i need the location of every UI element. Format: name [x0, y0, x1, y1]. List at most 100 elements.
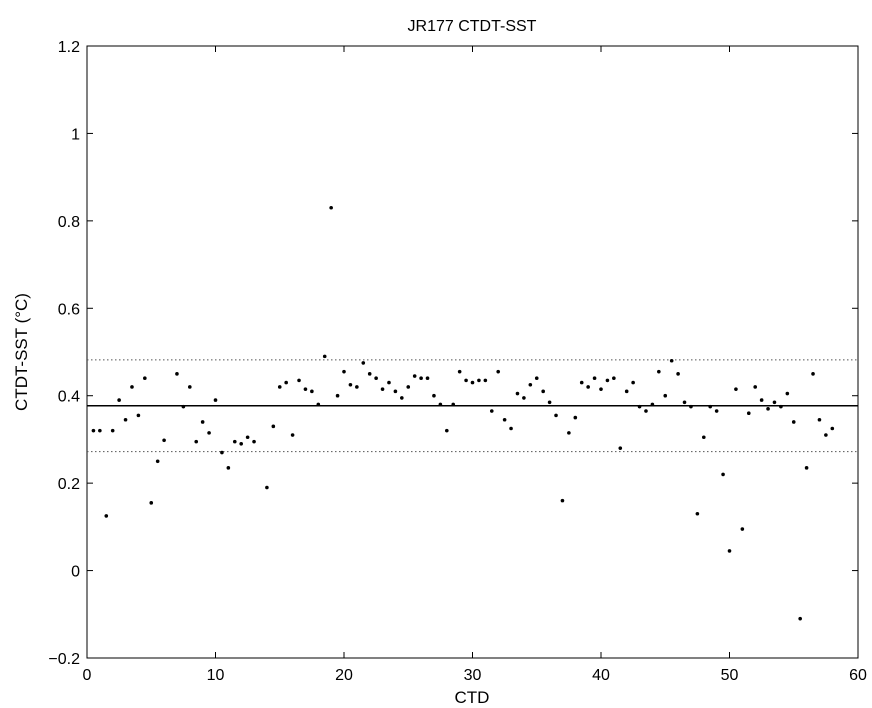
data-point — [271, 424, 276, 429]
data-point — [400, 396, 404, 400]
data-point — [528, 382, 533, 387]
y-tick-label: 1.2 — [58, 39, 80, 56]
data-point — [239, 442, 243, 446]
plot-area — [86, 45, 859, 659]
data-point — [644, 409, 648, 413]
data-point — [714, 409, 719, 413]
data-point — [110, 428, 115, 433]
data-point — [785, 391, 790, 396]
data-point — [374, 376, 378, 381]
data-point — [252, 439, 256, 444]
data-point — [624, 389, 629, 394]
x-tick-label: 10 — [207, 667, 225, 684]
data-point — [727, 549, 732, 553]
data-point — [355, 385, 359, 389]
data-point — [734, 387, 738, 391]
data-point — [361, 361, 366, 365]
data-point — [772, 400, 777, 405]
data-point — [599, 387, 603, 391]
data-point — [509, 426, 513, 431]
data-point — [451, 402, 456, 407]
data-point — [708, 404, 713, 409]
data-point — [290, 433, 295, 437]
data-point — [830, 426, 835, 431]
x-axis-label: CTD — [455, 688, 490, 707]
data-point — [367, 372, 372, 376]
data-point — [612, 376, 616, 381]
x-tick-label: 30 — [464, 667, 482, 684]
y-tick-label: −0.2 — [48, 651, 80, 668]
data-point — [162, 438, 166, 443]
data-point — [567, 431, 571, 435]
data-point — [149, 501, 154, 505]
chart-title: JR177 CTDT-SST — [408, 18, 537, 35]
data-point — [657, 369, 661, 374]
y-tick-label: 0.2 — [58, 476, 80, 493]
data-point — [181, 404, 186, 409]
data-point — [277, 385, 282, 389]
data-point — [91, 428, 96, 433]
data-point — [342, 369, 346, 374]
data-point — [798, 616, 802, 621]
data-point — [425, 376, 430, 381]
data-point — [335, 393, 340, 398]
x-tick-label: 20 — [335, 667, 353, 684]
data-point — [586, 385, 590, 389]
data-point — [804, 466, 809, 470]
data-point — [534, 376, 539, 381]
x-tick-label: 40 — [592, 667, 610, 684]
data-point — [432, 393, 436, 398]
data-point — [130, 385, 134, 389]
x-tick-label: 0 — [83, 667, 92, 684]
y-axis-label: CTDT-SST (°C) — [12, 293, 31, 411]
data-point — [579, 380, 584, 385]
data-point — [592, 376, 597, 381]
data-point — [522, 396, 526, 400]
data-point — [817, 417, 822, 422]
data-point — [213, 398, 218, 402]
data-point — [412, 374, 417, 378]
data-point — [560, 498, 565, 503]
data-point — [200, 420, 205, 424]
y-tick-label: 0 — [71, 564, 80, 581]
data-point — [811, 372, 815, 376]
data-point — [380, 387, 385, 391]
data-point — [618, 446, 623, 450]
data-point — [387, 380, 391, 385]
data-point — [117, 398, 121, 402]
data-point — [515, 391, 520, 396]
data-point — [702, 435, 706, 440]
data-point — [232, 439, 237, 444]
data-point — [637, 404, 642, 409]
data-point — [406, 385, 411, 389]
data-point — [753, 385, 757, 389]
data-point — [136, 413, 141, 418]
data-point — [322, 354, 327, 359]
data-point — [740, 527, 745, 531]
data-point — [669, 358, 674, 363]
data-point — [464, 378, 468, 383]
data-point — [689, 404, 693, 409]
data-point — [605, 378, 610, 383]
data-point — [393, 389, 398, 394]
data-point — [650, 402, 655, 407]
data-point — [207, 431, 211, 435]
data-point — [779, 404, 783, 409]
data-point — [541, 389, 545, 394]
data-point — [746, 411, 751, 416]
data-point — [445, 428, 449, 433]
data-point — [123, 417, 128, 422]
data-point — [194, 439, 199, 444]
data-point — [329, 205, 333, 210]
reference-lines — [87, 359, 858, 453]
data-point — [297, 378, 301, 383]
data-point — [265, 485, 269, 490]
data-point — [175, 372, 179, 376]
data-point — [438, 402, 443, 407]
x-tick-label: 50 — [721, 667, 739, 684]
data-point — [188, 385, 192, 389]
data-points — [91, 205, 835, 621]
data-point — [303, 387, 308, 391]
data-point — [663, 393, 668, 398]
